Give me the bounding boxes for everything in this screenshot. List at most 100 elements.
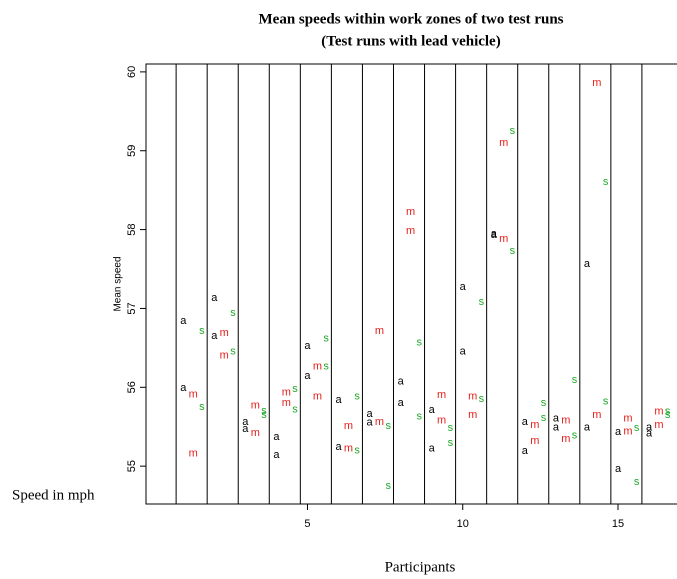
- point-marker: s: [354, 391, 360, 403]
- point-marker: s: [385, 480, 391, 492]
- point-marker: m: [437, 414, 446, 426]
- point-marker: a: [491, 228, 498, 240]
- point-marker: m: [561, 414, 570, 426]
- point-marker: a: [646, 428, 653, 440]
- point-marker: a: [367, 408, 374, 420]
- point-marker: s: [479, 393, 485, 405]
- point-marker: s: [230, 307, 236, 319]
- point-marker: m: [344, 420, 353, 432]
- point-marker: m: [530, 419, 539, 431]
- point-marker: a: [242, 423, 249, 435]
- point-marker: a: [522, 445, 529, 457]
- y-tick-label: 56: [126, 381, 138, 393]
- point-marker: m: [313, 361, 322, 373]
- point-marker: m: [282, 397, 291, 409]
- point-marker: a: [553, 413, 560, 425]
- point-marker: m: [437, 389, 446, 401]
- point-marker: m: [344, 443, 353, 455]
- point-marker: a: [584, 421, 591, 433]
- y-tick-label: 60: [126, 66, 138, 78]
- point-marker: s: [572, 374, 578, 386]
- point-marker: m: [220, 350, 229, 362]
- point-marker: a: [553, 421, 560, 433]
- point-marker: m: [375, 416, 384, 428]
- x-tick-label: 5: [304, 518, 310, 530]
- point-marker: m: [406, 206, 415, 218]
- point-marker: m: [654, 419, 663, 431]
- point-marker: s: [199, 401, 205, 413]
- point-marker: m: [654, 406, 663, 418]
- point-marker: s: [417, 336, 423, 348]
- point-marker: m: [375, 325, 384, 337]
- point-marker: a: [367, 417, 374, 429]
- point-marker: s: [354, 444, 360, 456]
- point-marker: a: [460, 346, 467, 358]
- point-marker: m: [220, 327, 229, 339]
- point-marker: a: [429, 404, 436, 416]
- point-marker: a: [522, 416, 529, 428]
- point-marker: s: [448, 437, 454, 449]
- point-marker: a: [180, 382, 187, 394]
- point-marker: s: [541, 397, 547, 409]
- point-marker: a: [398, 376, 405, 388]
- point-marker: a: [584, 258, 591, 270]
- point-marker: m: [313, 391, 322, 403]
- point-marker: s: [510, 245, 516, 257]
- y-axis-label: Mean speed: [113, 256, 124, 311]
- chart-title: Mean speeds within work zones of two tes…: [259, 11, 564, 27]
- chart-subtitle: (Test runs with lead vehicle): [321, 33, 500, 49]
- point-marker: s: [448, 422, 454, 434]
- point-marker: s: [261, 409, 267, 421]
- point-marker: m: [499, 233, 508, 245]
- point-marker: m: [189, 388, 198, 400]
- point-marker: a: [335, 441, 342, 453]
- point-marker: s: [665, 409, 671, 421]
- point-marker: s: [230, 346, 236, 358]
- point-marker: s: [199, 325, 205, 337]
- x-tick-label: 10: [457, 518, 469, 530]
- plot-frame: [145, 63, 677, 505]
- outer-y-label: Speed in mph: [12, 487, 95, 503]
- point-marker: a: [273, 449, 280, 461]
- y-tick-label: 58: [126, 223, 138, 235]
- x-tick-label: 15: [612, 518, 624, 530]
- point-marker: m: [189, 447, 198, 459]
- point-marker: s: [323, 361, 329, 373]
- point-marker: m: [561, 433, 570, 445]
- point-marker: a: [429, 443, 436, 455]
- point-marker: a: [242, 416, 249, 428]
- point-marker: m: [468, 409, 477, 421]
- point-marker: m: [623, 425, 632, 437]
- point-marker: a: [304, 370, 311, 382]
- point-marker: s: [261, 405, 267, 417]
- point-marker: s: [323, 332, 329, 344]
- point-marker: s: [634, 476, 640, 488]
- point-marker: m: [592, 77, 601, 89]
- point-marker: a: [211, 330, 218, 342]
- point-marker: a: [615, 463, 622, 475]
- y-tick-label: 55: [126, 460, 138, 472]
- point-marker: m: [499, 137, 508, 149]
- point-marker: a: [304, 340, 311, 352]
- point-marker: m: [592, 409, 601, 421]
- point-marker: a: [273, 431, 280, 443]
- point-marker: m: [468, 391, 477, 403]
- point-marker: s: [603, 395, 609, 407]
- point-marker: s: [572, 429, 578, 441]
- point-marker: a: [615, 426, 622, 438]
- point-marker: a: [211, 292, 218, 304]
- point-marker: a: [460, 281, 467, 293]
- point-marker: s: [292, 403, 298, 415]
- point-marker: m: [282, 387, 291, 399]
- point-marker: s: [634, 422, 640, 434]
- point-marker: s: [510, 125, 516, 137]
- point-marker: a: [335, 394, 342, 406]
- point-marker: a: [491, 229, 498, 241]
- point-marker: s: [292, 383, 298, 395]
- point-marker: m: [623, 413, 632, 425]
- y-tick-label: 59: [126, 145, 138, 157]
- point-marker: s: [385, 420, 391, 432]
- point-marker: a: [398, 397, 405, 409]
- point-marker: s: [665, 406, 671, 418]
